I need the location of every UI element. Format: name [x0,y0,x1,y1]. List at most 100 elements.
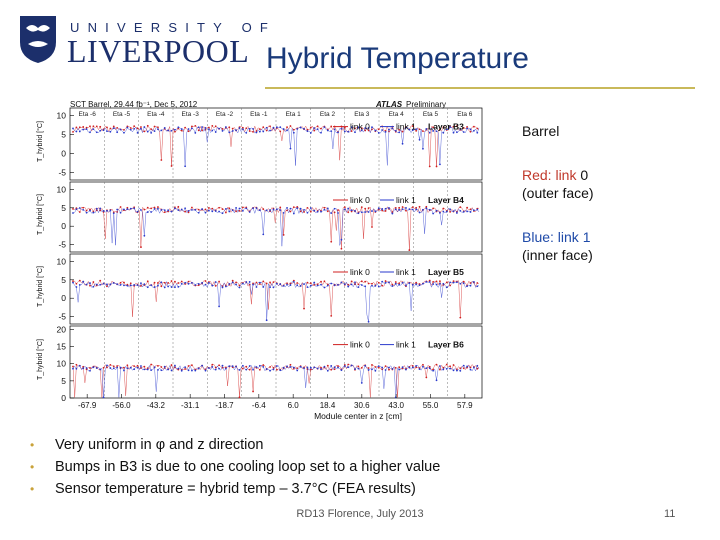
link0-point [347,363,350,366]
link0-point [89,125,91,128]
link1-point [174,207,176,210]
eta-label: Eta 5 [423,111,439,118]
link0-point [85,126,88,129]
link1-point [269,369,271,372]
link1-point [157,284,159,287]
link1-point [238,207,241,210]
link1-point [415,128,418,131]
link0-point [340,247,343,250]
link0-point [269,366,271,368]
link1-point [167,285,170,288]
link1-point [272,286,275,289]
link1-point [384,207,387,210]
link0-point [337,365,339,367]
link1-point [360,284,363,286]
link1-point [157,128,159,131]
link0-point [401,206,404,208]
link1-point [394,208,397,211]
link1-point [129,207,132,210]
link1-point [106,130,108,133]
link0-point [422,130,424,133]
link0-point [191,125,193,128]
link1-point [214,368,217,371]
link1-point [313,281,316,284]
link1-point [143,234,146,237]
link1-point [398,131,401,134]
link1-point [248,365,251,367]
link1-point [364,364,367,367]
legend-link0-label: link 0 [350,122,370,132]
x-tick-label: -67.9 [78,401,97,410]
link0-point [177,205,180,208]
link1-point [116,208,119,211]
link1-point [187,128,190,130]
link1-point [197,126,200,129]
link1-point [99,283,102,286]
link1-point [106,209,108,212]
link1-point [411,129,414,132]
link1-point [109,367,112,369]
layer-label: Layer B3 [428,122,464,132]
link0-point [238,210,241,212]
link0-point [364,207,367,210]
link1-point [418,284,421,287]
link1-point [228,131,231,134]
link1-point [126,284,129,287]
y-tick-label: 5 [61,203,66,213]
link1-point [466,285,469,288]
side-notes: Barrel Red: link 0 (outer face) Blue: li… [522,122,712,290]
link0-point [78,211,81,213]
link1-point [411,283,414,286]
link1-point [377,207,380,210]
link1-point [326,369,329,372]
link1-point [241,364,244,367]
link0-point [255,281,258,284]
link1-point [177,367,180,370]
link1-point [432,369,435,372]
link1-point [415,283,418,286]
link1-point [174,128,176,131]
link1-point [282,211,285,214]
link0-point [221,128,224,130]
link0-note: Red: link 0 (outer face) [522,166,712,202]
link1-point [391,212,394,215]
link1-point [201,364,204,367]
link1-point [123,208,125,211]
link0-point [350,280,353,283]
link1-point [381,366,384,369]
link1-point [89,209,91,212]
link0-point [180,280,183,283]
link1-point [292,212,295,215]
link0-point [445,363,448,366]
link1-point [201,208,204,210]
link1-point [445,367,448,370]
link1-point [146,286,149,289]
link1-point [163,127,166,129]
link1-point [347,130,350,133]
link1-point [313,366,316,369]
link0-point [129,282,132,285]
link1-point [99,368,102,371]
link1-point [184,281,187,284]
link1-point [211,210,214,213]
link1-point [174,364,176,367]
link1-point [112,282,115,284]
link1-point [422,208,424,211]
link1-point [422,365,424,368]
link1-point [364,285,367,288]
link0-point [381,209,384,212]
link0-point [269,125,271,128]
link0-point [248,368,251,371]
eta-label: Eta 4 [389,111,405,118]
y-tick-label: 0 [61,148,66,158]
link0-point [432,368,435,371]
link0-point [313,129,316,132]
eta-label: Eta -4 [147,111,165,118]
link0-point [191,206,193,209]
link0-point [330,240,333,243]
link1-point [258,281,261,284]
link1-point [377,365,380,368]
link0-point [459,206,462,209]
link1-point [262,286,265,288]
link0-point [367,207,370,210]
